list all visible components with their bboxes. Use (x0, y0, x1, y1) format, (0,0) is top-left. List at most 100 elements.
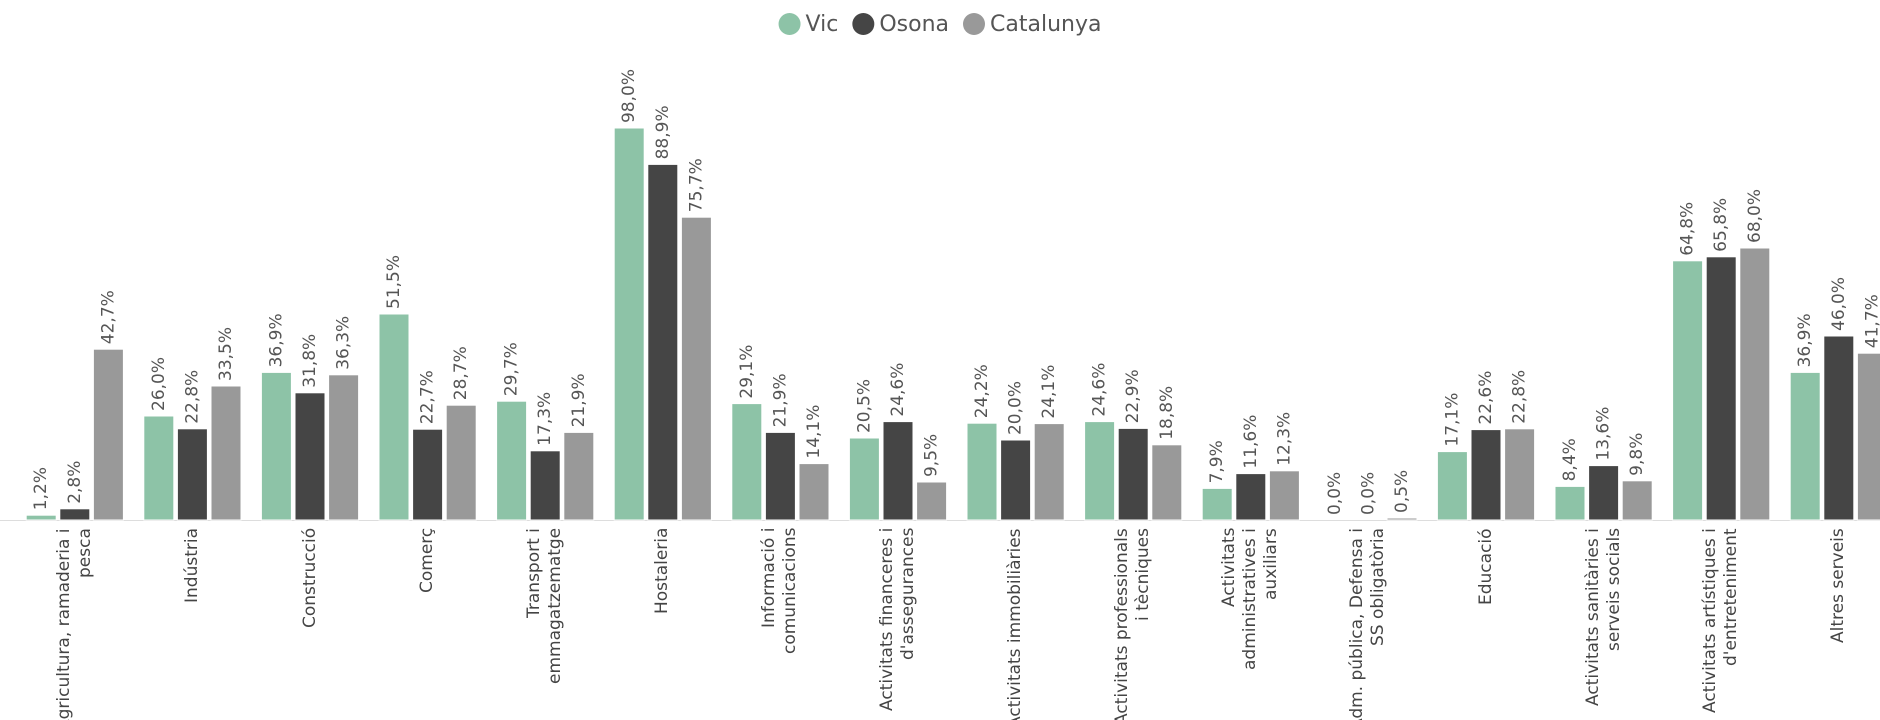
bar (680, 216, 712, 521)
value-label: 65,8% (1711, 198, 1731, 252)
bar (1436, 451, 1468, 521)
bar (1033, 423, 1065, 521)
value-label: 98,0% (619, 69, 639, 123)
value-label: 21,9% (770, 373, 790, 427)
bar (412, 428, 444, 521)
bar (496, 400, 528, 521)
value-label: 22,8% (1510, 370, 1530, 424)
value-label: 88,9% (653, 105, 673, 159)
bar (143, 415, 175, 521)
bar (798, 463, 830, 521)
value-label: 68,0% (1745, 189, 1765, 243)
bar (1621, 480, 1653, 521)
value-label: 24,2% (972, 364, 992, 418)
x-tick-label: Indústria (181, 528, 202, 604)
legend-marker (852, 13, 875, 35)
x-tick-label: Educació (1475, 528, 1496, 605)
bar (260, 371, 292, 521)
value-label: 1,2% (31, 467, 51, 510)
value-label: 13,6% (1594, 407, 1614, 461)
bar (1672, 260, 1704, 521)
legend-marker (963, 13, 985, 35)
bar (966, 422, 998, 521)
bar (563, 431, 595, 521)
value-label: 42,7% (98, 290, 118, 344)
bar (25, 514, 57, 521)
value-label: 12,3% (1274, 412, 1294, 466)
value-label: 0,5% (1392, 470, 1412, 513)
bar (378, 313, 410, 521)
bar (1151, 444, 1183, 521)
bar (613, 127, 645, 521)
x-tick-label: Altres serveis (1828, 528, 1849, 643)
x-tick-label: Adm. pública, Defensa i SS obligatòria (1347, 528, 1389, 720)
value-label: 22,9% (1123, 369, 1143, 423)
value-label: 51,5% (384, 255, 404, 309)
legend-marker (778, 13, 801, 35)
legend-label: Vic (806, 12, 839, 37)
value-label: 20,5% (854, 379, 874, 433)
value-label: 26,0% (149, 357, 169, 411)
value-label: 8,4% (1560, 438, 1580, 481)
value-label: 17,1% (1442, 393, 1462, 447)
x-tick-label: Agricultura, ramaderia i pesca (53, 528, 95, 720)
bar (1739, 247, 1771, 521)
x-tick-label: Activitats financeres i d'assegurances (877, 528, 918, 712)
value-label: 29,1% (737, 345, 757, 399)
bar (1386, 517, 1418, 521)
legend: Vic Osona Catalunya (778, 12, 1101, 37)
bar (1789, 371, 1821, 521)
bar (1856, 352, 1880, 521)
x-tick-label: Activitats sanitàries i serveis socials (1582, 528, 1624, 706)
value-label: 24,6% (1090, 363, 1110, 417)
bar (1201, 487, 1233, 521)
bar (882, 421, 914, 521)
bar (328, 374, 360, 521)
legend-label: Catalunya (990, 12, 1101, 37)
value-label: 14,1% (804, 405, 824, 459)
value-label: 36,9% (266, 313, 286, 367)
bar (1823, 335, 1855, 521)
bar (529, 450, 561, 521)
value-label: 64,8% (1678, 202, 1698, 256)
x-tick-label: Activitats professionals i tècniques (1112, 528, 1154, 720)
value-label: 24,6% (888, 363, 908, 417)
x-tick-label: Comerç (417, 528, 438, 594)
bar (1588, 465, 1620, 521)
bar (210, 385, 242, 521)
legend-label: Osona (879, 12, 949, 37)
value-label: 18,8% (1157, 386, 1177, 440)
value-label: 9,8% (1627, 433, 1647, 476)
value-label: 24,1% (1039, 365, 1059, 419)
x-tick-label: Activitats artístiques i d'entreteniment (1700, 528, 1742, 713)
bar (1504, 428, 1536, 521)
value-label: 75,7% (686, 158, 706, 212)
value-label: 29,7% (502, 342, 522, 396)
bar (1000, 439, 1032, 521)
value-label: 22,6% (1476, 371, 1496, 425)
x-tick-label: Activitats administratives i auxiliars (1219, 528, 1282, 670)
value-label: 33,5% (216, 327, 236, 381)
bar (647, 163, 679, 521)
bar (848, 437, 880, 521)
value-label: 22,7% (418, 370, 438, 424)
bar (764, 431, 796, 521)
value-label: 7,9% (1207, 440, 1227, 483)
value-label: 36,3% (334, 316, 354, 370)
bar (1235, 473, 1267, 521)
value-label: 31,8% (300, 334, 320, 388)
bar (92, 348, 124, 521)
x-tick-label: Informació i comunicacions (759, 528, 801, 655)
value-label: 17,3% (535, 392, 555, 446)
bar (1084, 421, 1116, 521)
value-label: 21,9% (569, 373, 589, 427)
value-label: 41,7% (1862, 294, 1880, 348)
x-tick-label: Construcció (299, 528, 320, 629)
bar (294, 392, 326, 521)
value-label: 36,9% (1795, 313, 1815, 367)
x-tick-label: Hostaleria (652, 528, 673, 615)
value-label: 0,0% (1325, 472, 1345, 515)
bar (1470, 429, 1502, 521)
